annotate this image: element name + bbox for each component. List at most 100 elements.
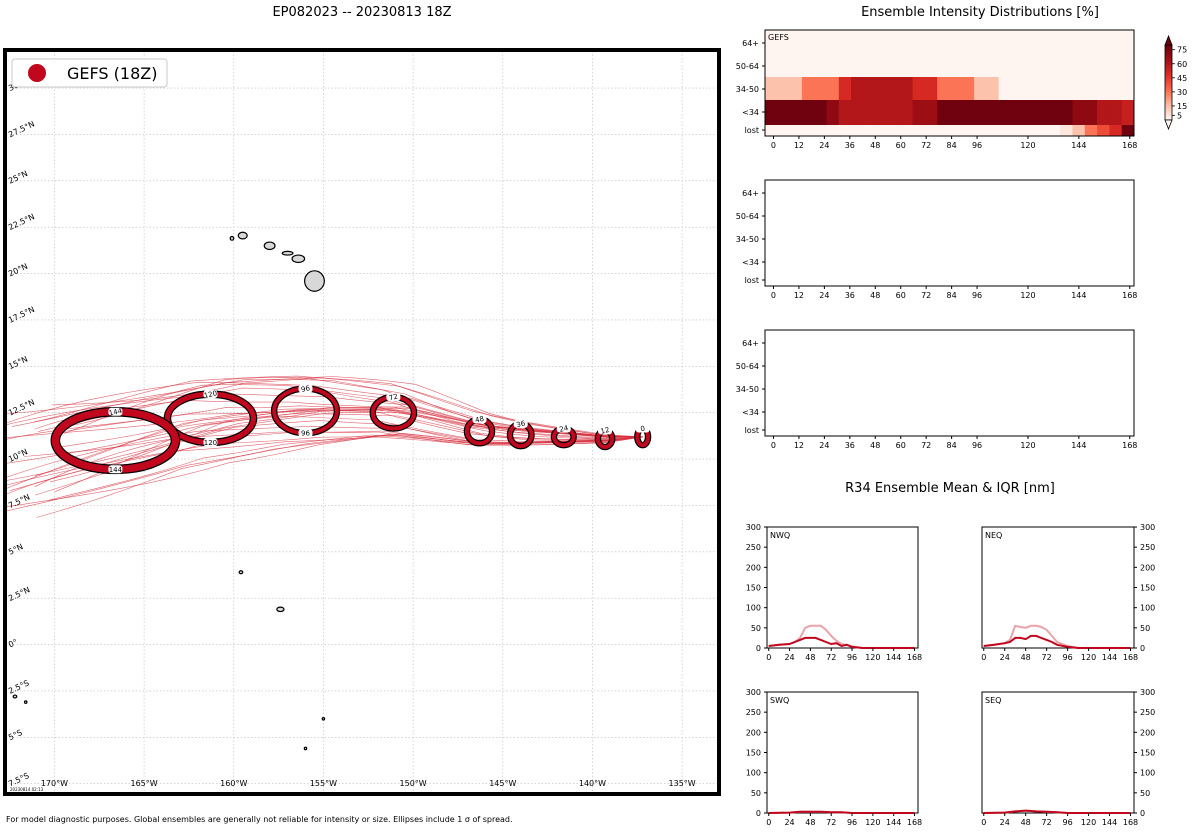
r34-x-tick-label: 144 <box>886 818 901 827</box>
map-lat-label: 15°N <box>7 354 29 371</box>
map-lat-label: 5°S <box>7 728 24 742</box>
heat-cell <box>1084 30 1098 54</box>
heat-cell <box>1097 77 1110 100</box>
heat-cell <box>1121 125 1135 136</box>
heat-cell <box>1121 54 1135 77</box>
row-label: 34-50 <box>736 385 759 394</box>
heat-cell <box>1084 100 1098 125</box>
map-lat-label: 22.5°N <box>7 212 36 232</box>
r34-y-tick-label: 100 <box>746 604 761 613</box>
r34-y-tick-label: 250 <box>746 543 761 552</box>
heat-cell <box>949 100 963 125</box>
x-tick-label: 96 <box>972 441 982 450</box>
heat-cell <box>777 54 790 77</box>
heat-cell <box>924 30 938 54</box>
ellipse-label-bg <box>203 390 218 399</box>
heat-cell <box>1072 30 1086 54</box>
x-tick-label: 60 <box>896 441 906 450</box>
r34-y-tick-label: 150 <box>1140 749 1155 758</box>
r34-panel-label: NWQ <box>770 531 790 540</box>
heat-cell <box>1011 54 1024 77</box>
heat-frame <box>764 29 1135 137</box>
x-tick-label: 24 <box>819 291 829 300</box>
heat-cell <box>900 125 913 136</box>
heat-cell <box>974 100 987 125</box>
heat-cell <box>875 100 889 125</box>
r34-y-tick-label: 300 <box>1140 523 1155 532</box>
r34-y-tick-label: 0 <box>756 809 761 818</box>
heat-cell <box>851 125 864 136</box>
ellipse-label-bg <box>108 465 123 474</box>
r34-x-tick-label: 144 <box>1102 653 1117 662</box>
r34-y-tick-label: 150 <box>746 749 761 758</box>
heat-cell <box>912 100 926 125</box>
island-shape <box>321 716 326 721</box>
island-shape <box>237 231 248 240</box>
x-tick-label: 0 <box>771 441 776 450</box>
heat-cell <box>765 77 778 100</box>
row-label: <34 <box>742 408 759 417</box>
heat-cell <box>863 100 877 125</box>
heat-cell <box>1109 125 1123 136</box>
heat-cell <box>1035 125 1049 136</box>
r34-x-tick-label: 96 <box>847 818 857 827</box>
colorbar-bottom-cap <box>1164 119 1173 131</box>
row-label: 64+ <box>742 39 759 48</box>
heat-cell <box>1109 77 1123 100</box>
x-tick-label: 144 <box>1071 141 1086 150</box>
map-title: EP082023 -- 20230813 18Z <box>272 5 452 20</box>
heat-cell <box>1060 100 1073 125</box>
heat-cell <box>801 54 815 77</box>
heat-cell <box>974 125 987 136</box>
heat-cell <box>961 77 975 100</box>
heat-cell <box>1011 100 1024 125</box>
heat-cell <box>765 54 778 77</box>
r34-x-tick-label: 48 <box>1021 818 1031 827</box>
r34-mean-line <box>768 810 915 814</box>
r34-panel-label: NEQ <box>985 531 1002 540</box>
heat-cell <box>1035 77 1049 100</box>
map-lon-label: 165°W <box>131 779 158 788</box>
heat-cell <box>1084 125 1098 136</box>
heat-cell <box>1097 125 1110 136</box>
heat-cell <box>826 77 840 100</box>
ellipse-label-bg <box>472 415 487 424</box>
heat-cell <box>801 30 815 54</box>
x-tick-label: 84 <box>947 291 957 300</box>
r34-title: R34 Ensemble Mean & IQR [nm] <box>845 481 1055 496</box>
heat-cell <box>777 30 790 54</box>
r34-y-tick-label: 150 <box>746 584 761 593</box>
heat-cell <box>1084 54 1098 77</box>
heat-cell <box>1047 125 1061 136</box>
ellipse-label: 120 <box>204 439 217 447</box>
r34-x-tick-label: 168 <box>907 818 922 827</box>
heat-cell <box>986 125 1000 136</box>
island-shape <box>276 606 285 613</box>
heat-cell <box>900 54 913 77</box>
heat-cell <box>1109 30 1123 54</box>
heat-cell <box>912 125 926 136</box>
island-shape <box>304 270 325 292</box>
ellipse-label-bg <box>108 407 123 416</box>
r34-y-tick-label: 300 <box>746 688 761 697</box>
heat-cell <box>961 30 975 54</box>
row-label: <34 <box>742 108 759 117</box>
x-tick-label: 36 <box>845 141 855 150</box>
row-label: 64+ <box>742 189 759 198</box>
r34-x-tick-label: 168 <box>907 653 922 662</box>
map-lon-label: 145°W <box>489 779 516 788</box>
r34-mean-line <box>983 634 1131 649</box>
heat-cell <box>1023 54 1036 77</box>
colorbar-tick-label: 15 <box>1177 102 1187 111</box>
row-label: 50-64 <box>736 62 759 71</box>
heat-cell <box>777 125 790 136</box>
r34-x-tick-label: 0 <box>766 818 771 827</box>
heat-cell <box>1011 30 1024 54</box>
heat-cell <box>838 100 852 125</box>
heat-cell <box>974 54 987 77</box>
heat-cell <box>949 54 963 77</box>
heat-cell <box>888 100 901 125</box>
r34-x-tick-label: 96 <box>847 653 857 662</box>
colorbar-tick-label: 45 <box>1177 74 1187 83</box>
heat-cell <box>974 30 987 54</box>
